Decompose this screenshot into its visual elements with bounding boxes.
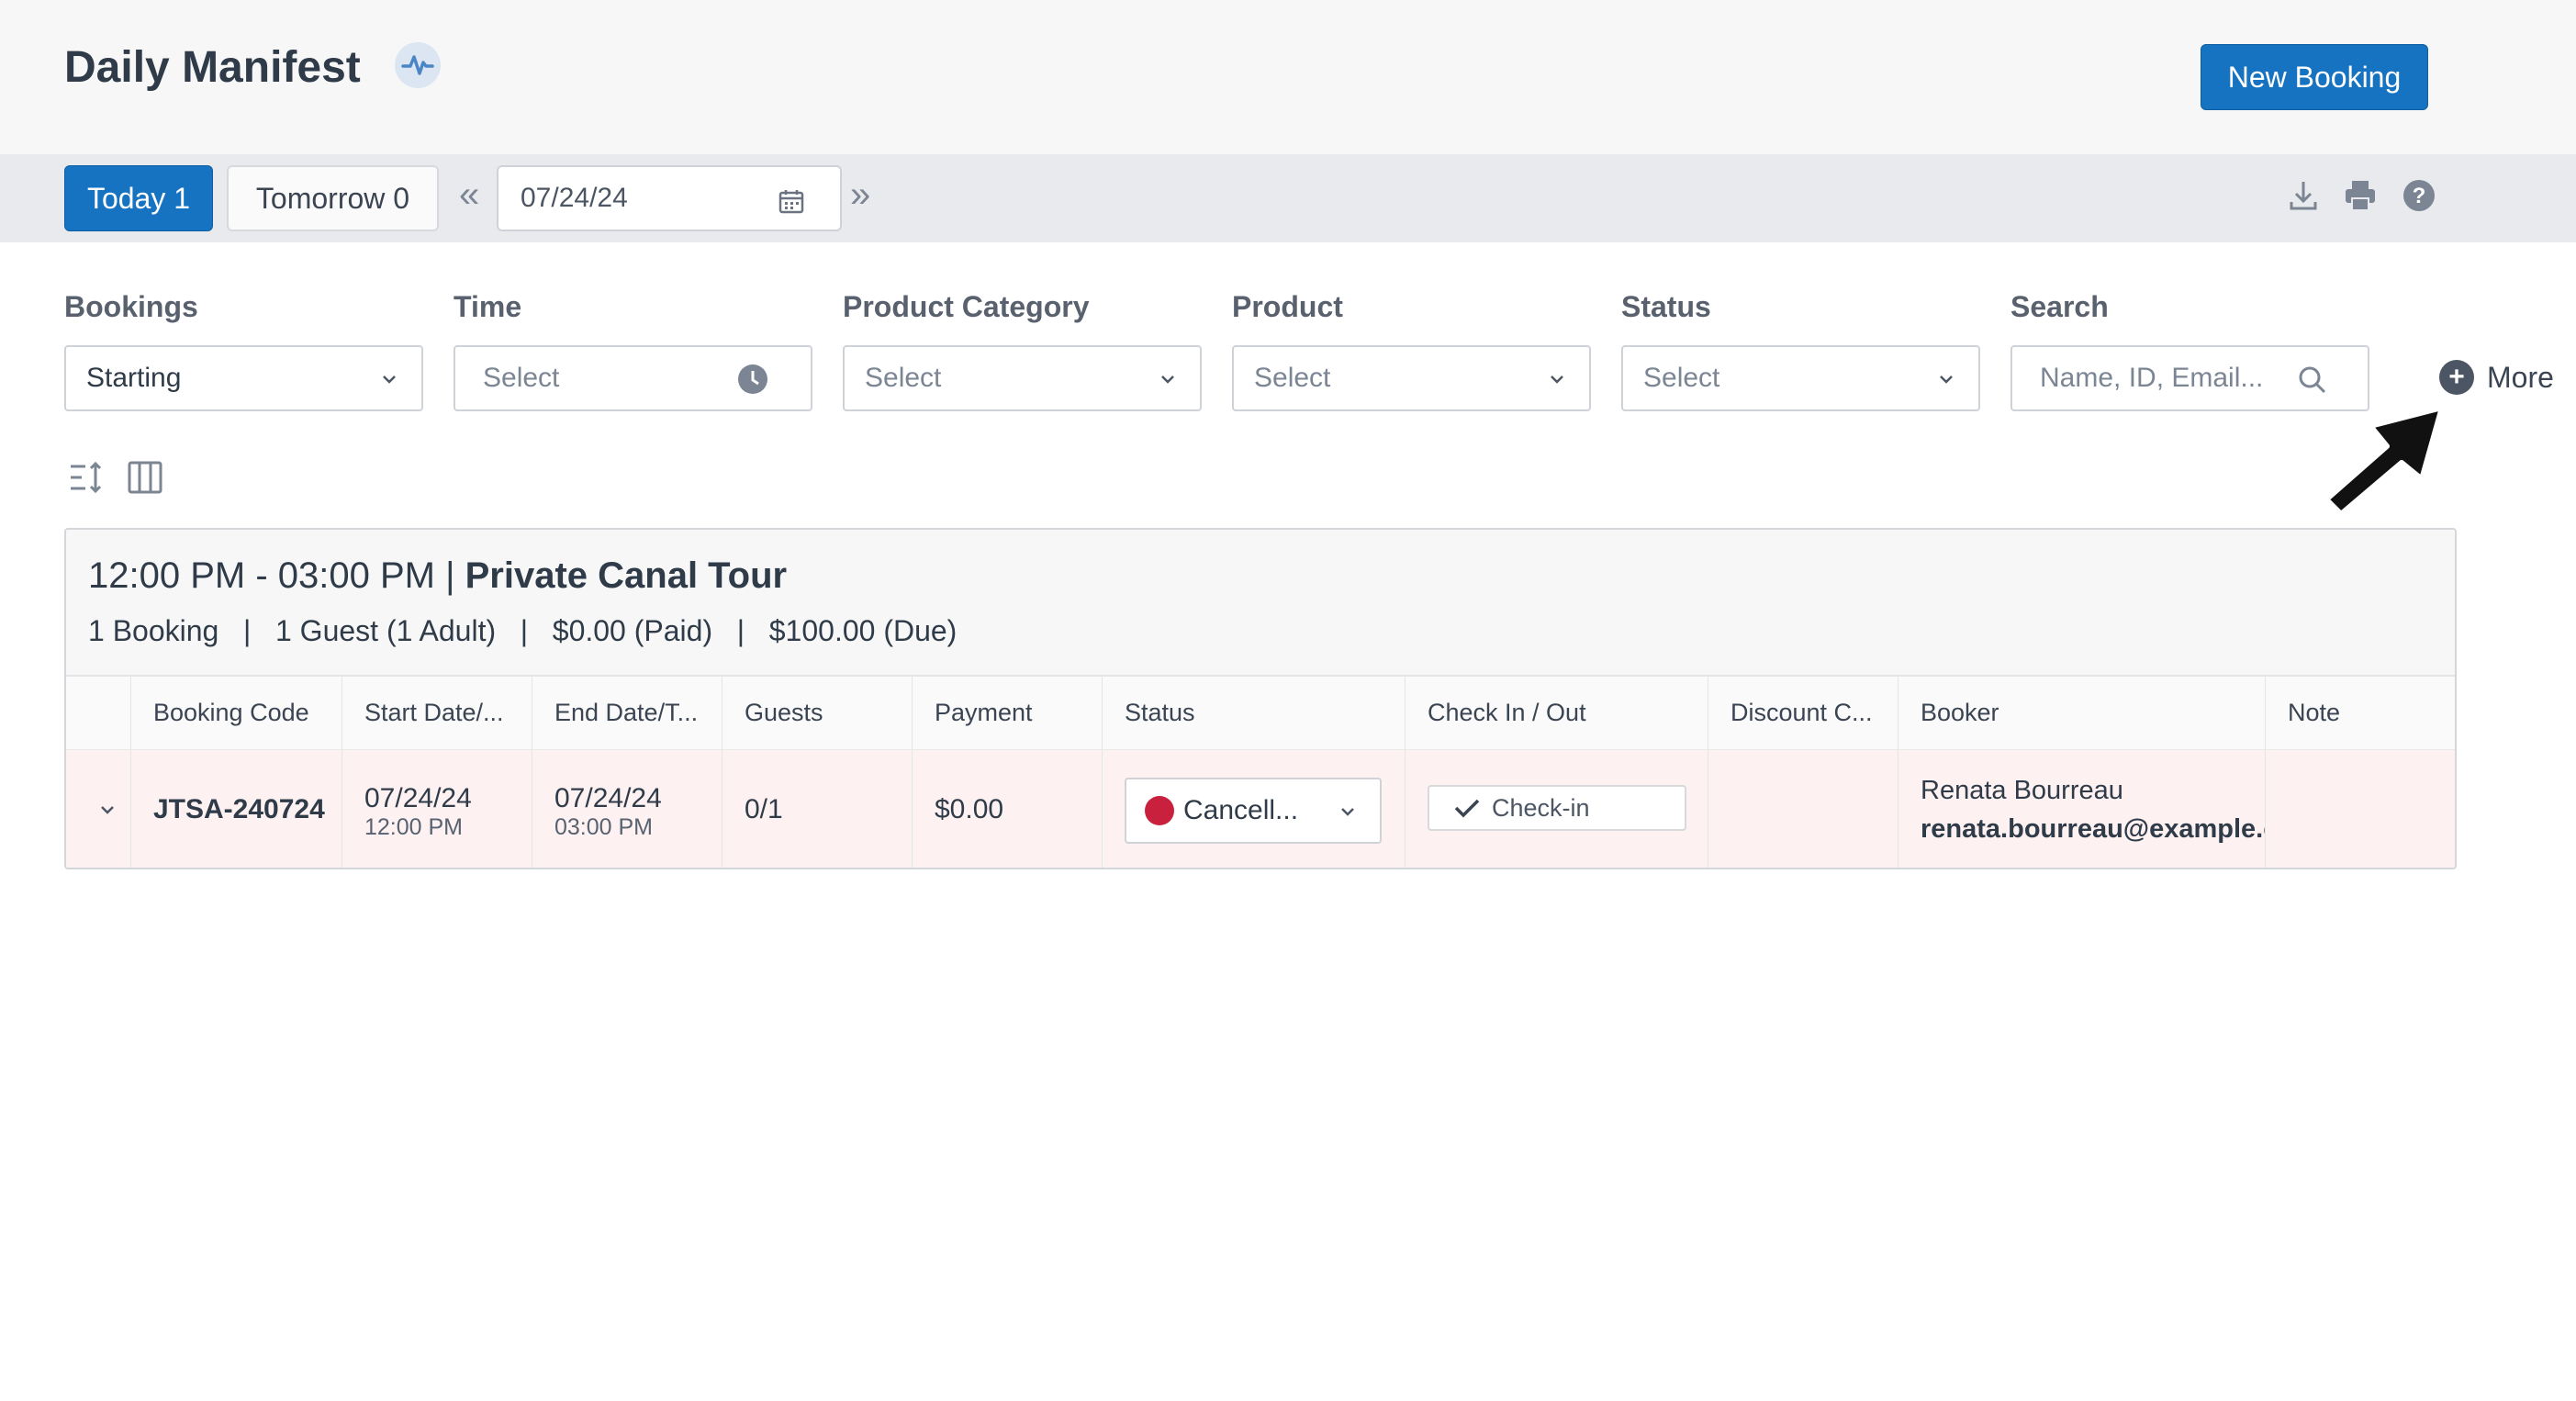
table-row[interactable]: JTSA-240724 07/24/24 12:00 PM 07/24/24 0… — [66, 750, 2455, 868]
more-filters-label: More — [2487, 360, 2554, 394]
booker-email[interactable]: renata.bourreau@example.com — [1921, 814, 2265, 844]
date-value: 07/24/24 — [521, 183, 628, 213]
search-input[interactable]: Name, ID, Email... — [2010, 345, 2369, 411]
chevron-down-icon — [383, 375, 396, 384]
more-filters-button[interactable]: + More — [2439, 360, 2554, 395]
payment-cell: $0.00 — [912, 750, 1102, 868]
column-header-booking-code[interactable]: Booking Code — [130, 677, 342, 749]
start-time: 12:00 PM — [364, 814, 464, 840]
expand-row-toggle[interactable] — [66, 750, 130, 868]
search-filter-label: Search — [2010, 290, 2109, 323]
column-header-discount-code[interactable]: Discount C... — [1708, 677, 1898, 749]
booker-cell: Renata Bourreau renata.bourreau@example.… — [1898, 750, 2265, 868]
end-time: 03:00 PM — [554, 814, 654, 840]
note-cell — [2265, 750, 2455, 868]
status-dot-icon — [1145, 796, 1174, 825]
search-placeholder: Name, ID, Email... — [2040, 363, 2264, 393]
status-filter-select[interactable]: Select — [1621, 345, 1980, 411]
bookings-filter-label: Bookings — [64, 290, 198, 323]
chevron-down-icon — [1341, 808, 1354, 816]
bookings-filter-select[interactable]: Starting — [64, 345, 423, 411]
check-in-button[interactable]: Check-in — [1428, 785, 1686, 831]
status-filter-placeholder: Select — [1643, 363, 1720, 393]
product-filter-select[interactable]: Select — [1232, 345, 1591, 411]
product-category-filter-label: Product Category — [843, 290, 1090, 323]
page-header: Daily Manifest New Booking — [0, 0, 2576, 154]
start-date: 07/24/24 — [364, 783, 472, 813]
column-header-payment[interactable]: Payment — [912, 677, 1102, 749]
end-date-cell: 07/24/24 03:00 PM — [532, 750, 722, 868]
time-slot-range: 12:00 PM - 03:00 PM | — [88, 555, 465, 596]
time-filter-select[interactable]: Select — [454, 345, 812, 411]
column-header-status[interactable]: Status — [1102, 677, 1405, 749]
search-icon — [2299, 366, 2326, 394]
tomorrow-button[interactable]: Tomorrow 0 — [227, 165, 439, 231]
time-slot-panel: 12:00 PM - 03:00 PM | Private Canal Tour… — [64, 528, 2457, 869]
check-in-cell: Check-in — [1405, 750, 1708, 868]
status-cell: Cancell... — [1102, 750, 1405, 868]
guests-count: 0/1 — [745, 794, 783, 824]
columns-icon[interactable] — [127, 459, 163, 500]
clock-icon — [738, 364, 767, 394]
checkmark-icon — [1454, 799, 1480, 818]
booking-code-cell[interactable]: JTSA-240724 — [130, 750, 342, 868]
column-header-note[interactable]: Note — [2265, 677, 2455, 749]
print-icon[interactable] — [2343, 178, 2378, 218]
check-in-label: Check-in — [1492, 793, 1590, 822]
date-toolbar: Today 1 Tomorrow 0 « 07/24/24 » — [0, 154, 2576, 242]
chevron-down-icon — [1551, 375, 1563, 384]
page-title: Daily Manifest — [64, 43, 361, 92]
calendar-icon[interactable] — [778, 187, 805, 222]
status-value: Cancell... — [1183, 795, 1299, 825]
column-header-check-in-out[interactable]: Check In / Out — [1405, 677, 1708, 749]
end-date: 07/24/24 — [554, 783, 662, 813]
sort-icon[interactable] — [68, 459, 105, 500]
product-category-filter-select[interactable]: Select — [843, 345, 1202, 411]
help-icon[interactable]: ? — [2402, 178, 2436, 218]
chevron-down-icon — [1940, 375, 1953, 384]
time-slot-stats: 1 Booking | 1 Guest (1 Adult) | $0.00 (P… — [88, 614, 958, 647]
svg-text:?: ? — [2413, 184, 2426, 208]
previous-day-icon[interactable]: « — [459, 174, 480, 215]
product-filter-label: Product — [1232, 290, 1343, 323]
time-filter-label: Time — [454, 290, 522, 323]
column-header-guests[interactable]: Guests — [722, 677, 912, 749]
next-day-icon[interactable]: » — [850, 174, 871, 215]
guests-cell: 0/1 — [722, 750, 912, 868]
start-date-cell: 07/24/24 12:00 PM — [342, 750, 532, 868]
column-header-start-date[interactable]: Start Date/... — [342, 677, 532, 749]
column-header-booker[interactable]: Booker — [1898, 677, 2265, 749]
column-header-end-date[interactable]: End Date/T... — [532, 677, 722, 749]
download-icon[interactable] — [2288, 178, 2319, 218]
payment-amount: $0.00 — [935, 794, 1004, 824]
status-select[interactable]: Cancell... — [1125, 778, 1382, 844]
chevron-down-icon — [101, 806, 114, 814]
product-name[interactable]: Private Canal Tour — [465, 555, 788, 596]
new-booking-button[interactable]: New Booking — [2201, 44, 2428, 110]
product-category-filter-placeholder: Select — [865, 363, 942, 393]
booking-code[interactable]: JTSA-240724 — [153, 794, 325, 824]
time-filter-placeholder: Select — [483, 363, 560, 393]
date-picker-input[interactable]: 07/24/24 — [497, 165, 842, 231]
table-header: Booking Code Start Date/... End Date/T..… — [66, 677, 2455, 750]
chevron-down-icon — [1161, 375, 1174, 384]
booker-name: Renata Bourreau — [1921, 776, 2123, 805]
time-slot-title: 12:00 PM - 03:00 PM | Private Canal Tour — [88, 555, 787, 597]
pointer-arrow-icon — [2324, 405, 2445, 517]
product-filter-placeholder: Select — [1254, 363, 1331, 393]
activity-pulse-icon[interactable] — [395, 42, 441, 88]
status-filter-label: Status — [1621, 290, 1711, 323]
plus-circle-icon: + — [2439, 360, 2474, 395]
bookings-filter-value: Starting — [86, 363, 182, 393]
today-button[interactable]: Today 1 — [64, 165, 213, 231]
discount-code-cell — [1708, 750, 1898, 868]
expand-column-header — [66, 677, 130, 749]
time-slot-header: 12:00 PM - 03:00 PM | Private Canal Tour… — [66, 530, 2455, 677]
